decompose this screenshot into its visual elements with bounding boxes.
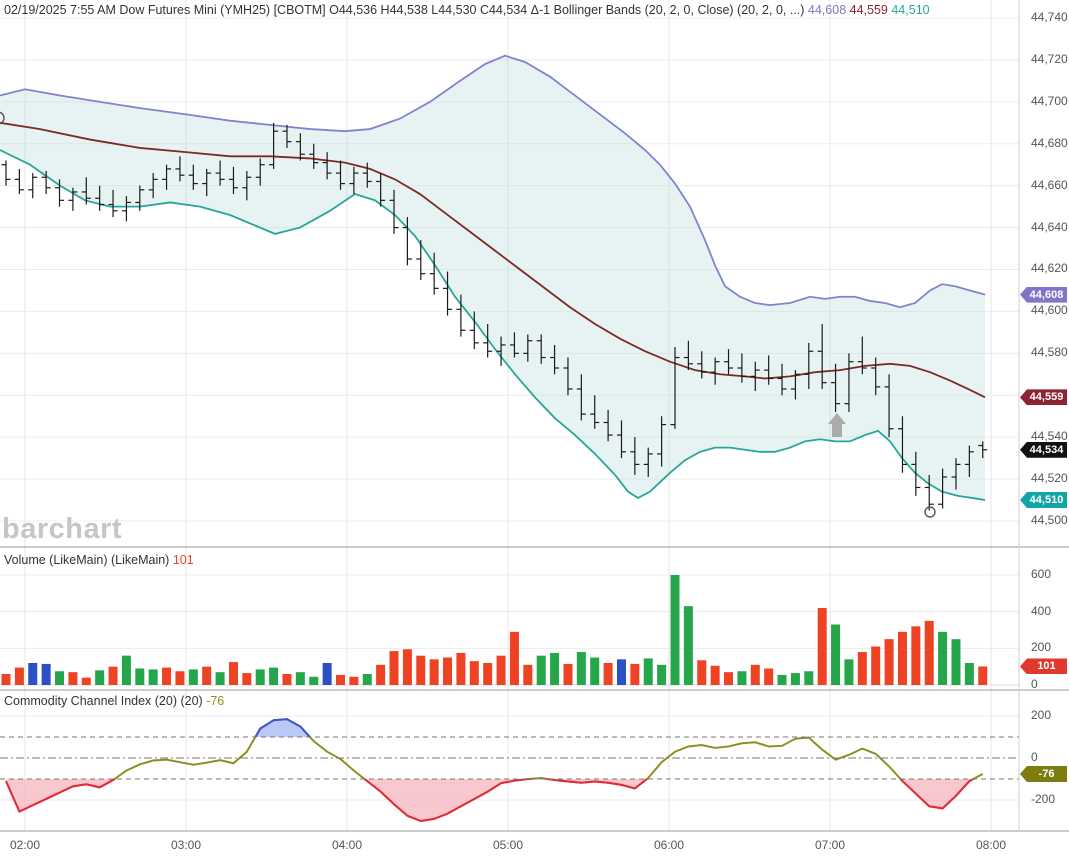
price-axis-label: 44,680 bbox=[1031, 135, 1068, 150]
price-axis-label: 44,640 bbox=[1031, 219, 1068, 234]
bollinger-upper-value: 44,608 bbox=[807, 3, 847, 17]
price-axis-label: 44,660 bbox=[1031, 177, 1068, 192]
volume-axis-label: 600 bbox=[1031, 567, 1052, 581]
time-axis-label: 02:00 bbox=[9, 838, 41, 852]
time-axis-label: 06:00 bbox=[653, 838, 685, 852]
bollinger-lower-line bbox=[0, 149, 986, 501]
volume-value: 101 bbox=[172, 553, 194, 567]
circle-marker bbox=[924, 506, 936, 518]
price-axis-label: 44,740 bbox=[1031, 10, 1068, 24]
cci-panel-label: Commodity Channel Index (20) (20) -76 bbox=[4, 694, 225, 708]
gridlines bbox=[0, 0, 1019, 831]
volume-axis-label: 400 bbox=[1031, 603, 1052, 618]
time-axis-label: 07:00 bbox=[814, 838, 846, 852]
volume-bars bbox=[1, 575, 988, 685]
price-axis-label: 44,520 bbox=[1031, 471, 1068, 486]
price-axis-label: 44,500 bbox=[1031, 512, 1068, 527]
price-axis-label: 44,540 bbox=[1031, 429, 1068, 444]
price-badge-last: 44,534 bbox=[1020, 441, 1067, 458]
price-axis-label: 44,600 bbox=[1031, 303, 1068, 318]
ohlc-bars bbox=[1, 122, 988, 511]
chart-title: 02/19/2025 7:55 AM Dow Futures Mini (YMH… bbox=[4, 3, 930, 17]
cci-badge: -76 bbox=[1020, 765, 1067, 782]
cci-axis-label: 200 bbox=[1031, 708, 1052, 722]
price-axis-label: 44,580 bbox=[1031, 345, 1068, 360]
price-axis-label: 44,700 bbox=[1031, 93, 1068, 108]
time-axis-label: 04:00 bbox=[331, 838, 363, 852]
time-axis-label: 03:00 bbox=[170, 838, 202, 852]
cci-line bbox=[5, 718, 984, 823]
up-arrow-annotation bbox=[828, 413, 846, 437]
bollinger-upper-line bbox=[0, 54, 986, 309]
chart-title-main: 02/19/2025 7:55 AM Dow Futures Mini (YMH… bbox=[4, 3, 805, 17]
price-badge-bb-upper: 44,608 bbox=[1020, 286, 1067, 303]
time-axis-label: 05:00 bbox=[492, 838, 524, 852]
volume-badge: 101 bbox=[1020, 658, 1067, 675]
volume-axis-label: 200 bbox=[1031, 640, 1052, 655]
price-badge-bb-middle: 44,559 bbox=[1020, 389, 1067, 406]
cci-axis-label: 0 bbox=[1031, 750, 1038, 764]
volume-axis-label: 0 bbox=[1031, 677, 1038, 691]
price-badge-bb-lower: 44,510 bbox=[1020, 492, 1067, 509]
circle-marker bbox=[0, 111, 5, 125]
volume-panel-label: Volume (LikeMain) (LikeMain) 101 bbox=[4, 553, 194, 567]
bollinger-bands bbox=[0, 54, 986, 501]
cci-value: -76 bbox=[206, 694, 225, 708]
bollinger-middle-line bbox=[0, 121, 986, 399]
time-axis-label: 08:00 bbox=[975, 838, 1007, 852]
barchart-logo: barchart bbox=[2, 513, 123, 545]
bollinger-middle-value: 44,559 bbox=[849, 3, 888, 17]
cci-axis-label: -200 bbox=[1031, 792, 1056, 806]
cci-indicator bbox=[0, 718, 1019, 823]
price-axis-label: 44,620 bbox=[1031, 261, 1068, 276]
bollinger-lower-value: 44,510 bbox=[891, 3, 930, 17]
price-axis-label: 44,720 bbox=[1031, 51, 1068, 66]
